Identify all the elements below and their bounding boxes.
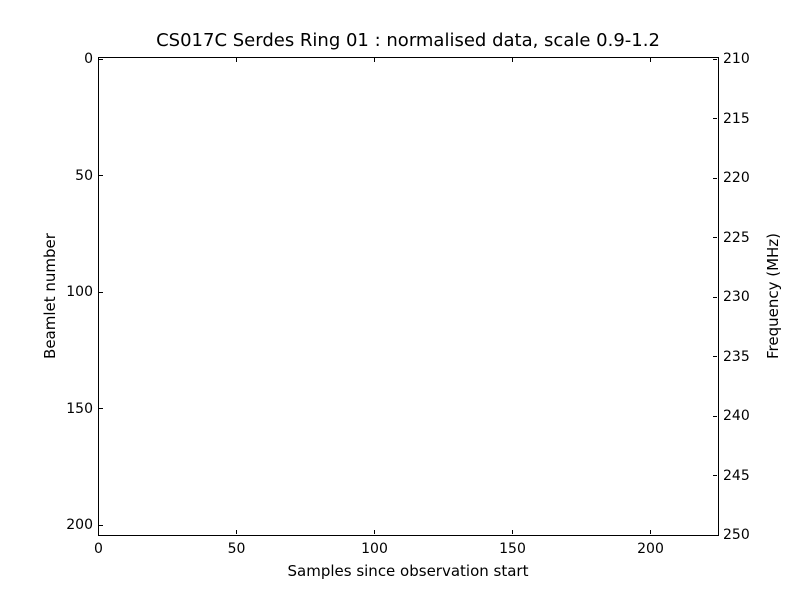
- x-tick-label: 200: [637, 541, 664, 557]
- y-right-tick-mark: [713, 296, 717, 298]
- y-left-tick-label: 50: [75, 167, 93, 184]
- y-left-tick-label: 150: [66, 400, 93, 417]
- y-right-tick-label: 210: [723, 51, 750, 67]
- y-left-tick-mark: [99, 175, 103, 176]
- y-right-tick-mark: [713, 415, 717, 417]
- y-left-tick-mark: [99, 291, 103, 293]
- x-tick-mark-bottom: [374, 530, 375, 534]
- x-tick-mark-bottom: [512, 530, 513, 534]
- x-tick-mark-top: [98, 58, 99, 62]
- y-right-tick-label: 245: [723, 467, 750, 484]
- y-right-tick-label: 230: [723, 289, 750, 305]
- y-left-tick-mark: [99, 524, 103, 526]
- x-tick-mark-bottom: [98, 530, 99, 534]
- x-tick-mark-bottom: [650, 530, 651, 534]
- y-left-tick-label: 0: [84, 51, 93, 67]
- y-left-tick-mark: [99, 408, 103, 409]
- y-right-tick-label: 250: [723, 527, 750, 543]
- y-right-tick-mark: [713, 356, 717, 357]
- y-right-tick-mark: [713, 58, 717, 60]
- x-tick-label: 100: [361, 541, 388, 557]
- y-left-tick-label: 100: [66, 284, 93, 300]
- y-right-tick-mark: [713, 118, 717, 119]
- y-right-tick-label: 240: [723, 408, 750, 424]
- y-left-tick-mark: [99, 58, 103, 60]
- x-axis-label: Samples since observation start: [287, 562, 529, 580]
- y-right-tick-label: 215: [723, 110, 750, 127]
- x-tick-label: 150: [499, 541, 526, 557]
- x-tick-label: 0: [94, 541, 103, 557]
- y-right-tick-mark: [713, 177, 717, 179]
- x-tick-mark-bottom: [236, 530, 237, 534]
- chart-title: CS017C Serdes Ring 01 : normalised data,…: [156, 30, 660, 51]
- x-tick-label: 50: [227, 541, 246, 557]
- y-right-tick-mark: [713, 534, 717, 536]
- y-right-tick-mark: [713, 475, 717, 476]
- x-tick-mark-top: [374, 58, 375, 62]
- x-tick-mark-top: [512, 58, 513, 62]
- y-right-tick-label: 225: [723, 229, 750, 246]
- y-right-tick-mark: [713, 237, 717, 238]
- y-right-tick-label: 235: [723, 348, 750, 365]
- x-tick-mark-top: [236, 58, 237, 62]
- y-left-tick-label: 200: [66, 517, 93, 533]
- x-tick-mark-top: [650, 58, 651, 62]
- y-right-tick-label: 220: [723, 170, 750, 186]
- plot-area: [98, 57, 719, 536]
